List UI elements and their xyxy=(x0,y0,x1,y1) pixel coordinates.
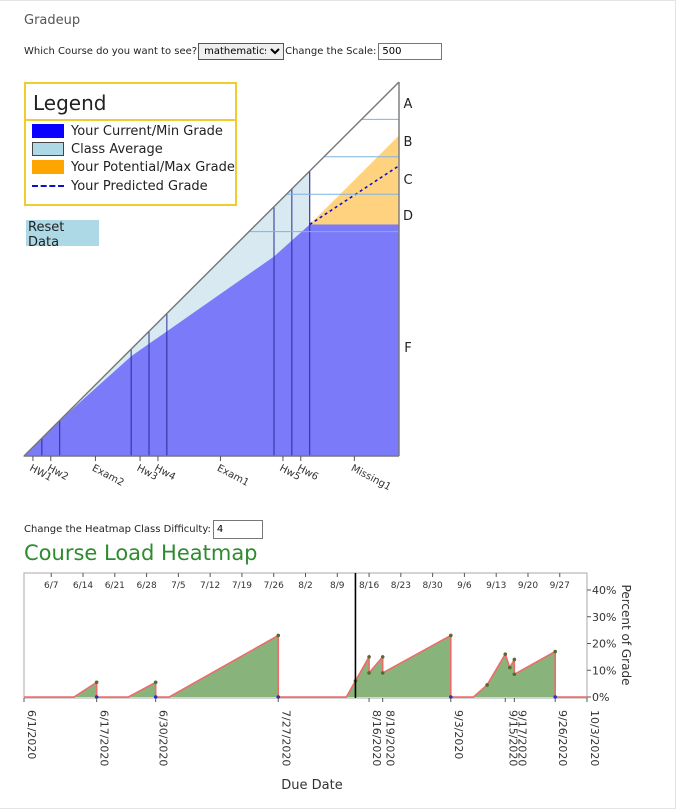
load-point xyxy=(512,657,517,662)
percent-label: 0% xyxy=(592,691,609,704)
week-label: 9/20 xyxy=(518,581,538,591)
load-point xyxy=(512,672,517,677)
course-load-area xyxy=(24,635,587,697)
assignment-label: Exam1 xyxy=(215,463,251,489)
week-label: 8/16 xyxy=(359,581,379,591)
load-point xyxy=(367,655,371,659)
legend-label: Class Average xyxy=(71,141,163,157)
letter-grade-label: C xyxy=(403,173,412,188)
percent-label: 20% xyxy=(592,638,616,651)
current-grade-area xyxy=(24,224,399,456)
load-point xyxy=(448,695,453,699)
week-label: 6/28 xyxy=(136,581,156,591)
due-date-label: 8/19/2020 xyxy=(384,710,397,766)
due-date-label: 9/3/2020 xyxy=(452,710,465,759)
course-select[interactable]: mathematics xyxy=(198,43,285,60)
due-date-label: 9/26/2020 xyxy=(556,710,569,766)
legend-label: Your Current/Min Grade xyxy=(71,123,223,139)
predicted-grade-swatch xyxy=(32,185,64,187)
percent-label: 40% xyxy=(592,584,616,597)
letter-grade-label: B xyxy=(404,135,413,150)
load-point xyxy=(448,633,453,638)
due-date-label: 6/1/2020 xyxy=(25,710,38,759)
load-point xyxy=(485,683,489,687)
due-date-label: 6/30/2020 xyxy=(157,710,170,766)
due-date-label: 7/27/2020 xyxy=(279,710,292,766)
y-axis-title: Percent of Grade xyxy=(619,585,633,686)
week-label: 8/9 xyxy=(330,581,345,591)
legend-divider xyxy=(26,119,235,121)
course-selector-label: Which Course do you want to see? xyxy=(24,46,198,57)
app-title: Gradeup xyxy=(24,13,81,28)
load-point xyxy=(508,665,512,670)
due-date-label: 9/17/2020 xyxy=(515,710,528,766)
heatmap-controls: Change the Heatmap Class Difficulty: xyxy=(24,520,263,539)
scale-label: Change the Scale: xyxy=(285,46,377,57)
load-point xyxy=(380,671,385,675)
due-date-label: 8/16/2020 xyxy=(370,710,383,766)
assignment-label: Exam2 xyxy=(90,463,126,489)
load-point xyxy=(553,695,558,699)
week-label: 7/5 xyxy=(171,581,185,591)
reset-data-button[interactable]: Reset Data xyxy=(26,220,99,250)
week-label: 8/30 xyxy=(423,581,443,591)
potential-grade-swatch xyxy=(32,160,64,174)
week-label: 9/27 xyxy=(550,581,570,591)
week-label: 6/21 xyxy=(105,581,125,591)
load-point xyxy=(94,695,99,699)
legend-item-predicted: Your Predicted Grade xyxy=(32,178,208,194)
legend-label: Your Predicted Grade xyxy=(71,178,208,194)
legend-title: Legend xyxy=(33,91,107,115)
difficulty-label: Change the Heatmap Class Difficulty: xyxy=(24,524,211,535)
week-label: 8/2 xyxy=(298,581,312,591)
week-label: 9/13 xyxy=(486,581,506,591)
load-point xyxy=(276,695,281,699)
load-point xyxy=(367,671,371,675)
letter-grade-label: D xyxy=(403,209,413,224)
scale-input[interactable] xyxy=(378,43,443,60)
letter-grade-label: A xyxy=(404,97,413,112)
percent-label: 30% xyxy=(592,611,616,624)
x-axis-title: Due Date xyxy=(281,778,342,793)
legend-item-average: Class Average xyxy=(32,141,163,157)
class-average-swatch xyxy=(32,142,64,156)
assignment-label: Hw6 xyxy=(295,463,320,483)
max-points-diagonal xyxy=(23,81,400,457)
legend-item-potential: Your Potential/Max Grade xyxy=(32,159,235,175)
week-label: 7/26 xyxy=(264,581,284,591)
week-label: 8/23 xyxy=(391,581,411,591)
legend-label: Your Potential/Max Grade xyxy=(71,159,235,175)
load-point xyxy=(553,649,558,654)
week-label: 6/7 xyxy=(44,581,58,591)
current-grade-swatch xyxy=(32,124,64,138)
load-point xyxy=(153,680,158,685)
legend-item-current: Your Current/Min Grade xyxy=(32,123,223,139)
week-label: 7/19 xyxy=(232,581,252,591)
heatmap-title: Course Load Heatmap xyxy=(24,541,258,565)
legend: Legend Your Current/Min Grade Class Aver… xyxy=(24,82,237,206)
due-date-label: 10/3/2020 xyxy=(588,710,601,766)
assignment-label: Hw4 xyxy=(153,463,178,483)
load-point xyxy=(153,695,158,699)
difficulty-input[interactable] xyxy=(212,520,263,539)
percent-label: 10% xyxy=(592,664,616,677)
due-date-label: 6/17/2020 xyxy=(98,710,111,766)
load-point xyxy=(276,633,281,638)
course-controls: Which Course do you want to see? mathema… xyxy=(24,43,443,60)
due-date-label: 9/15/2020 xyxy=(506,710,519,766)
heatmap-chart: 6/7 6/14 6/21 6/28 7/5 7/12 7/19 7/26 8/2 8/9 8/16… xyxy=(23,572,633,793)
load-point xyxy=(503,652,508,656)
assignment-label: Missing1 xyxy=(349,463,393,493)
letter-grade-label: F xyxy=(404,341,411,356)
week-label: 9/6 xyxy=(457,581,472,591)
load-point xyxy=(380,655,385,659)
week-label: 7/12 xyxy=(200,581,220,591)
week-label: 6/14 xyxy=(73,581,93,591)
load-point xyxy=(94,680,99,685)
